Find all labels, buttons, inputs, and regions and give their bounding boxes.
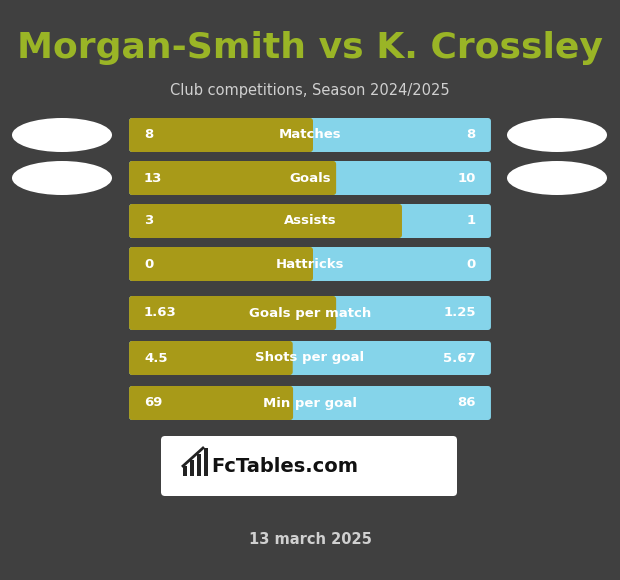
Text: 1: 1 — [467, 215, 476, 227]
FancyBboxPatch shape — [129, 296, 336, 330]
Text: 1.63: 1.63 — [144, 306, 177, 320]
FancyBboxPatch shape — [129, 296, 491, 330]
Bar — [197, 454, 201, 476]
Ellipse shape — [507, 118, 607, 152]
Text: 86: 86 — [458, 397, 476, 409]
Text: Goals: Goals — [289, 172, 331, 184]
Text: 8: 8 — [144, 129, 153, 142]
Bar — [190, 460, 194, 476]
Text: Assists: Assists — [284, 215, 336, 227]
Ellipse shape — [12, 161, 112, 195]
Text: 69: 69 — [144, 397, 162, 409]
Text: 0: 0 — [144, 258, 153, 270]
Text: 13: 13 — [144, 172, 162, 184]
Text: Matches: Matches — [278, 129, 342, 142]
Text: 8: 8 — [467, 129, 476, 142]
FancyBboxPatch shape — [129, 118, 313, 152]
Bar — [183, 466, 187, 476]
Text: Hattricks: Hattricks — [276, 258, 344, 270]
FancyBboxPatch shape — [129, 204, 491, 238]
FancyBboxPatch shape — [129, 204, 402, 238]
FancyBboxPatch shape — [129, 247, 313, 281]
Text: 1.25: 1.25 — [443, 306, 476, 320]
FancyBboxPatch shape — [129, 341, 491, 375]
Text: 3: 3 — [144, 215, 153, 227]
Text: 13 march 2025: 13 march 2025 — [249, 532, 371, 548]
FancyBboxPatch shape — [161, 436, 457, 496]
FancyBboxPatch shape — [129, 118, 491, 152]
Text: Morgan-Smith vs K. Crossley: Morgan-Smith vs K. Crossley — [17, 31, 603, 65]
FancyBboxPatch shape — [129, 161, 491, 195]
FancyBboxPatch shape — [129, 247, 491, 281]
Text: Min per goal: Min per goal — [263, 397, 357, 409]
FancyBboxPatch shape — [129, 386, 293, 420]
Text: 10: 10 — [458, 172, 476, 184]
Text: Goals per match: Goals per match — [249, 306, 371, 320]
Ellipse shape — [12, 118, 112, 152]
FancyBboxPatch shape — [129, 341, 293, 375]
FancyBboxPatch shape — [129, 386, 491, 420]
Text: 4.5: 4.5 — [144, 351, 167, 364]
Text: FcTables.com: FcTables.com — [211, 456, 358, 476]
Bar — [204, 448, 208, 476]
Text: 5.67: 5.67 — [443, 351, 476, 364]
Ellipse shape — [507, 161, 607, 195]
Text: Club competitions, Season 2024/2025: Club competitions, Season 2024/2025 — [170, 82, 450, 97]
Text: Shots per goal: Shots per goal — [255, 351, 365, 364]
FancyBboxPatch shape — [129, 161, 336, 195]
Text: 0: 0 — [467, 258, 476, 270]
